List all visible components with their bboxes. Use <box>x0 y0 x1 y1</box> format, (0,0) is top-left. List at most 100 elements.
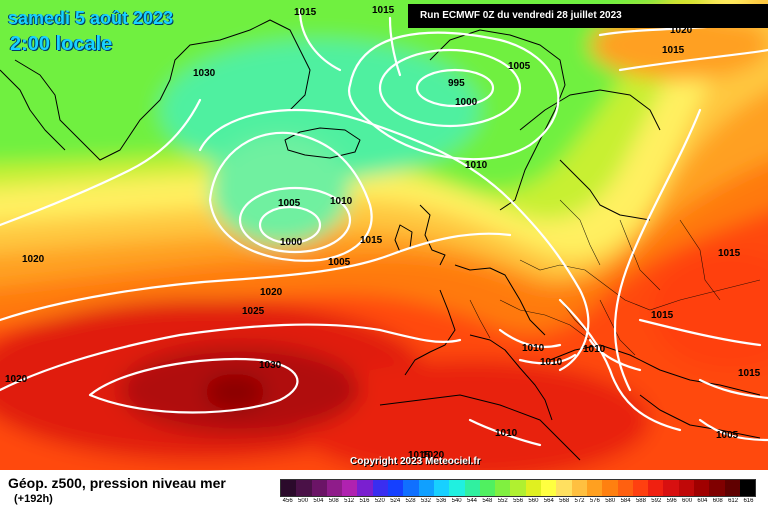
isobar-label: 1010 <box>522 343 545 354</box>
scale-swatch <box>510 480 526 496</box>
scale-swatch <box>709 480 725 496</box>
copyright-notice: Copyright 2023 Meteociel.fr <box>350 456 481 467</box>
isobar-label: 1000 <box>280 237 303 248</box>
scale-swatch <box>556 480 572 496</box>
scale-label: 512 <box>344 498 355 504</box>
isobar-label: 1015 <box>662 45 685 56</box>
scale-swatch <box>433 480 450 496</box>
borders <box>469 199 761 356</box>
scale-swatch <box>388 480 404 496</box>
isobar-label: 1020 <box>5 374 28 385</box>
scale-label: 568 <box>559 498 570 504</box>
scale-label: 560 <box>528 498 539 504</box>
scale-swatch <box>296 480 312 496</box>
scale-label: 604 <box>697 498 708 504</box>
scale-swatch <box>632 480 649 496</box>
scale-label: 596 <box>666 498 677 504</box>
scale-label: 616 <box>743 498 754 504</box>
scale-label: 508 <box>328 498 339 504</box>
scale-swatch <box>602 480 618 496</box>
isobar-label: 1010 <box>330 196 353 207</box>
scale-swatch <box>525 480 542 496</box>
isobar-label: 1015 <box>718 248 741 259</box>
scale-swatch <box>357 480 373 496</box>
isobar-label: 1015 <box>294 7 317 18</box>
coastlines <box>0 19 761 461</box>
scale-swatch <box>281 480 297 496</box>
isobar-label: 1020 <box>260 287 283 298</box>
scale-label: 536 <box>436 498 447 504</box>
scale-swatch <box>586 480 603 496</box>
isobar-label: 1020 <box>22 254 45 265</box>
legend-title: Géop. z500, pression niveau mer <box>8 475 226 491</box>
scale-label: 576 <box>589 498 600 504</box>
scale-label: 580 <box>605 498 616 504</box>
scale-swatch <box>326 480 343 496</box>
scale-swatch <box>617 480 633 496</box>
isobar-label: 1030 <box>193 68 216 79</box>
legend-subtitle: (+192h) <box>14 493 53 505</box>
scale-swatch <box>495 480 511 496</box>
scale-label: 520 <box>374 498 385 504</box>
scale-label: 516 <box>359 498 370 504</box>
scale-swatch <box>418 480 434 496</box>
geopotential-field <box>0 0 768 470</box>
isobar-label: 1010 <box>583 344 606 355</box>
run-info: Run ECMWF 0Z du vendredi 28 juillet 2023 <box>408 4 768 28</box>
scale-swatch <box>541 480 557 496</box>
scale-label: 552 <box>497 498 508 504</box>
scale-label: 572 <box>574 498 585 504</box>
isobar-label: 1000 <box>455 97 478 108</box>
isobar-label: 1005 <box>716 430 739 441</box>
scale-label: 556 <box>513 498 524 504</box>
scale-label: 540 <box>451 498 462 504</box>
isobar-label: 1020 <box>422 450 445 461</box>
isobar-label: 1010 <box>465 160 488 171</box>
scale-label: 528 <box>405 498 416 504</box>
scale-label: 564 <box>543 498 554 504</box>
scale-swatch <box>464 480 480 496</box>
scale-swatch <box>311 480 327 496</box>
isobar-label: 1010 <box>540 357 563 368</box>
isobar-lines <box>0 8 768 447</box>
isobar-label: 1015 <box>408 450 431 461</box>
scale-swatch <box>403 480 419 496</box>
scale-label: 524 <box>390 498 401 504</box>
isobar-label: 1020 <box>670 25 693 36</box>
color-scale-labels: 456 500 504 508 512 516 520 524 528 532 536 540 544 5… <box>280 498 756 508</box>
isobar-label: 995 <box>448 78 465 89</box>
scale-swatch <box>372 480 389 496</box>
isobar-label: 1015 <box>372 5 395 16</box>
color-scale <box>280 479 756 497</box>
scale-swatch <box>724 480 740 496</box>
isobar-label: 1015 <box>360 235 383 246</box>
scale-swatch <box>449 480 465 496</box>
isobar-label: 1015 <box>651 310 674 321</box>
isobar-label: 1025 <box>242 306 265 317</box>
scale-swatch <box>479 480 496 496</box>
scale-label: 588 <box>635 498 646 504</box>
isobar-label: 1015 <box>738 368 761 379</box>
isobar-label: 1005 <box>278 198 301 209</box>
scale-swatch <box>571 480 587 496</box>
forecast-time: 2:00 locale <box>10 33 113 55</box>
scale-label: 504 <box>313 498 324 504</box>
legend-footer: Géop. z500, pression niveau mer (+192h) … <box>0 470 768 512</box>
scale-label: 500 <box>298 498 309 504</box>
isobar-label: 1010 <box>495 428 518 439</box>
scale-label: 544 <box>466 498 477 504</box>
scale-label: 532 <box>420 498 431 504</box>
scale-swatch <box>342 480 358 496</box>
forecast-date: samedi 5 août 2023 <box>8 8 174 28</box>
isobar-label: 1005 <box>328 257 351 268</box>
scale-label: 612 <box>728 498 739 504</box>
scale-label: 608 <box>712 498 723 504</box>
scale-swatch <box>648 480 664 496</box>
scale-label: 456 <box>282 498 293 504</box>
scale-label: 584 <box>620 498 631 504</box>
scale-swatch <box>663 480 679 496</box>
scale-swatch <box>739 480 756 496</box>
